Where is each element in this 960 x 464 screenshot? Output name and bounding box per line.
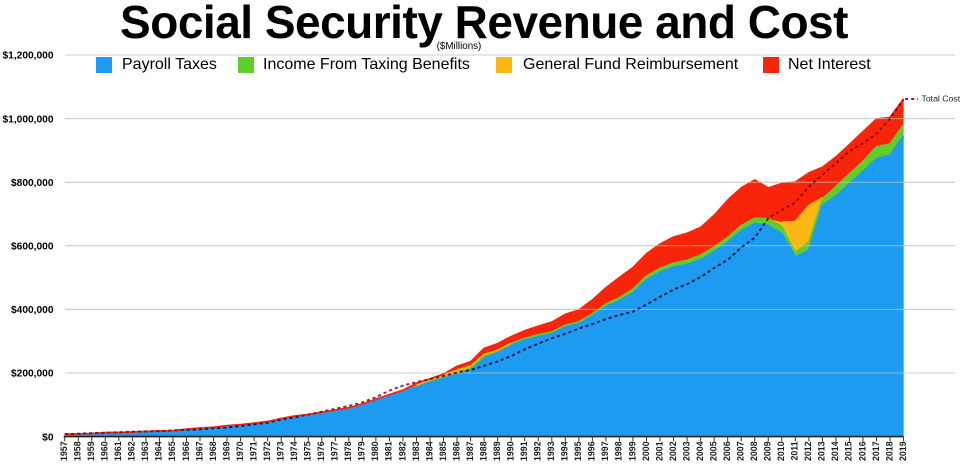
svg-text:1987: 1987 <box>465 441 475 461</box>
svg-text:1969: 1969 <box>221 441 231 461</box>
svg-text:$1,200,000: $1,200,000 <box>3 51 54 62</box>
svg-text:1963: 1963 <box>140 441 150 461</box>
svg-text:1960: 1960 <box>100 441 110 461</box>
svg-text:2003: 2003 <box>681 441 691 461</box>
svg-text:1976: 1976 <box>316 441 326 461</box>
svg-text:2009: 2009 <box>763 441 773 461</box>
svg-text:2019: 2019 <box>898 441 908 461</box>
svg-text:1989: 1989 <box>492 441 502 461</box>
svg-text:2007: 2007 <box>736 441 746 461</box>
svg-text:1964: 1964 <box>154 441 164 461</box>
svg-text:2004: 2004 <box>695 441 705 461</box>
svg-text:2018: 2018 <box>884 441 894 461</box>
svg-text:1968: 1968 <box>208 441 218 461</box>
svg-text:1998: 1998 <box>614 441 624 461</box>
svg-text:1978: 1978 <box>343 441 353 461</box>
svg-text:1997: 1997 <box>600 441 610 461</box>
svg-text:$0: $0 <box>42 432 54 443</box>
svg-text:2010: 2010 <box>776 441 786 461</box>
svg-text:1975: 1975 <box>303 441 313 461</box>
svg-text:1967: 1967 <box>194 441 204 461</box>
svg-text:1962: 1962 <box>127 441 137 461</box>
svg-text:2008: 2008 <box>749 441 759 461</box>
svg-text:Total Cost: Total Cost <box>922 94 960 104</box>
svg-text:1965: 1965 <box>167 441 177 461</box>
svg-text:1957: 1957 <box>59 441 69 461</box>
svg-text:2017: 2017 <box>871 441 881 461</box>
svg-text:1985: 1985 <box>438 441 448 461</box>
svg-text:1994: 1994 <box>560 441 570 461</box>
svg-text:1977: 1977 <box>330 441 340 461</box>
svg-text:1961: 1961 <box>113 441 123 461</box>
svg-text:1979: 1979 <box>357 441 367 461</box>
svg-text:1971: 1971 <box>248 441 258 461</box>
svg-text:2016: 2016 <box>857 441 867 461</box>
svg-text:2000: 2000 <box>641 441 651 461</box>
svg-text:1958: 1958 <box>73 441 83 461</box>
svg-text:1982: 1982 <box>397 441 407 461</box>
svg-text:1981: 1981 <box>384 441 394 461</box>
svg-text:1988: 1988 <box>478 441 488 461</box>
svg-text:1995: 1995 <box>573 441 583 461</box>
svg-text:2005: 2005 <box>708 441 718 461</box>
svg-text:2001: 2001 <box>654 441 664 461</box>
svg-text:$600,000: $600,000 <box>11 242 54 253</box>
svg-text:1984: 1984 <box>424 441 434 461</box>
svg-text:1983: 1983 <box>411 441 421 461</box>
svg-text:2014: 2014 <box>830 441 840 461</box>
svg-text:$400,000: $400,000 <box>11 305 54 316</box>
svg-text:$800,000: $800,000 <box>11 178 54 189</box>
svg-text:$200,000: $200,000 <box>11 369 54 380</box>
svg-text:1999: 1999 <box>627 441 637 461</box>
svg-text:1992: 1992 <box>533 441 543 461</box>
svg-text:1993: 1993 <box>546 441 556 461</box>
svg-text:1974: 1974 <box>289 441 299 461</box>
svg-text:1996: 1996 <box>587 441 597 461</box>
svg-text:1990: 1990 <box>505 441 515 461</box>
svg-text:1966: 1966 <box>181 441 191 461</box>
svg-text:$1,000,000: $1,000,000 <box>3 114 54 125</box>
svg-text:2011: 2011 <box>790 441 800 460</box>
svg-text:1991: 1991 <box>519 441 529 461</box>
svg-text:2002: 2002 <box>668 441 678 461</box>
svg-text:1972: 1972 <box>262 441 272 461</box>
svg-text:1973: 1973 <box>275 441 285 461</box>
svg-text:1970: 1970 <box>235 441 245 461</box>
svg-text:1980: 1980 <box>370 441 380 461</box>
svg-text:1986: 1986 <box>451 441 461 461</box>
svg-text:2006: 2006 <box>722 441 732 461</box>
svg-text:2015: 2015 <box>844 441 854 461</box>
svg-text:2013: 2013 <box>817 441 827 461</box>
svg-text:1959: 1959 <box>86 441 96 461</box>
svg-text:2012: 2012 <box>803 441 813 461</box>
